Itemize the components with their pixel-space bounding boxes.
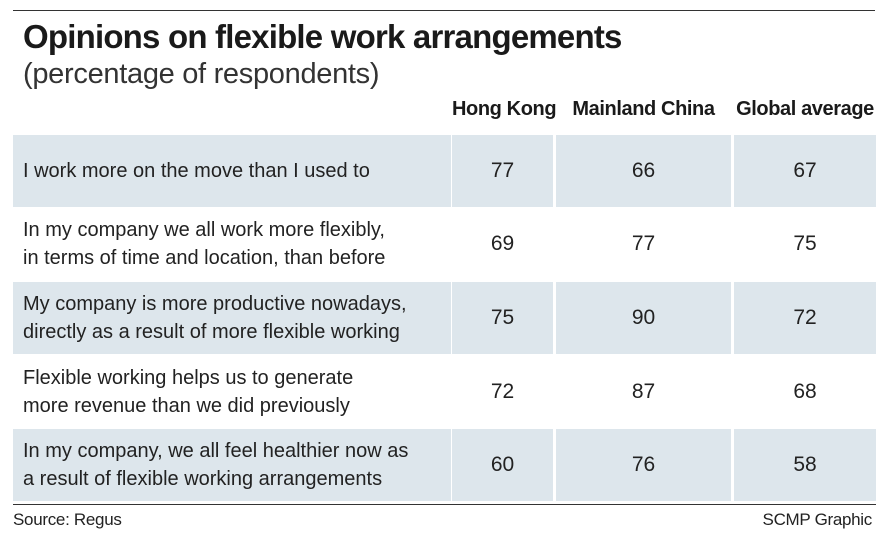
- row-label: In my company we all work more flexibly,…: [13, 209, 451, 279]
- row-label-line: in terms of time and location, than befo…: [23, 247, 386, 269]
- value-cell-global-average: 75: [793, 232, 817, 255]
- value-cell-hong-kong: 75: [452, 282, 553, 354]
- table-row: My company is more productive nowadays, d…: [13, 282, 876, 354]
- value-cell-mainland-china: 76: [556, 429, 731, 501]
- value-cell-hong-kong: 72: [490, 379, 515, 403]
- value-cell-hong-kong: 69: [490, 232, 515, 255]
- top-rule: [13, 10, 875, 11]
- column-header-hong-kong: Hong Kong: [452, 98, 557, 120]
- row-label: I work more on the move than I used to: [13, 135, 451, 207]
- row-label-line: more revenue than we did previously: [23, 394, 350, 417]
- value-cell-mainland-china: 87: [631, 379, 656, 403]
- value-cell-mainland-china: 90: [556, 282, 731, 354]
- table-row: I work more on the move than I used to 77…: [13, 135, 876, 207]
- row-label-line: a result of flexible working arrangement…: [23, 468, 383, 490]
- row-label: My company is more productive nowadays, d…: [13, 282, 451, 354]
- value-cell-hong-kong: 60: [452, 429, 553, 501]
- table-row: In my company we all work more flexibly,…: [13, 209, 876, 279]
- value-cell-global-average: 58: [734, 429, 876, 501]
- value-cell-hong-kong: 77: [452, 135, 553, 207]
- row-label: Flexible working helps us to generate mor…: [13, 356, 451, 427]
- value-cell-mainland-china: 77: [631, 232, 656, 255]
- value-cell-mainland-china: 66: [556, 135, 731, 207]
- row-label: In my company, we all feel healthier now…: [13, 429, 451, 501]
- chart-subtitle: (percentage of respondents): [23, 58, 380, 90]
- row-label-line: In my company we all work more flexibly,: [23, 219, 385, 241]
- graphic-credit: SCMP Graphic: [762, 510, 873, 529]
- table-row: In my company, we all feel healthier now…: [13, 429, 876, 501]
- row-label-line: I work more on the move than I used to: [23, 160, 370, 182]
- source-note: Source: Regus: [13, 510, 122, 529]
- row-label-line: My company is more productive nowadays,: [23, 293, 407, 315]
- row-label-line: Flexible working helps us to generate: [23, 366, 354, 389]
- table-row: Flexible working helps us to generate mor…: [13, 356, 876, 427]
- row-label-line: In my company, we all feel healthier now…: [23, 440, 409, 462]
- value-cell-global-average: 67: [734, 135, 876, 207]
- column-header-global-average: Global average: [736, 98, 874, 120]
- row-label-line: directly as a result of more flexible wo…: [23, 321, 400, 343]
- bottom-rule: [13, 504, 876, 505]
- column-header-mainland-china: Mainland China: [572, 98, 715, 120]
- chart-title: Opinions on flexible work arrangements: [23, 18, 622, 55]
- value-cell-global-average: 68: [793, 379, 817, 403]
- value-cell-global-average: 72: [734, 282, 876, 354]
